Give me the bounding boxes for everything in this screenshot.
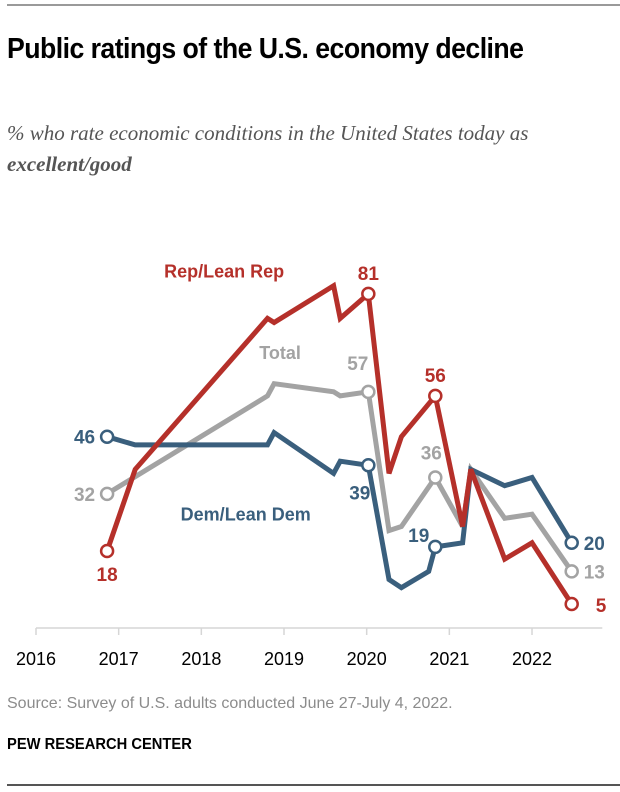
source-note: Source: Survey of U.S. adults conducted … — [7, 695, 453, 712]
data-label-total: 32 — [74, 485, 95, 506]
x-tick-label: 2021 — [429, 649, 469, 669]
series-lines — [104, 281, 574, 606]
series-name-label-dem-lean-dem: Dem/Lean Dem — [181, 504, 311, 524]
data-label-rep-lean-rep: 81 — [358, 264, 380, 285]
x-axis: 2016 2017 2018 2019 2020 2021 2022 — [16, 627, 603, 669]
series-name-label-total: Total — [259, 343, 301, 363]
data-point-total — [428, 470, 443, 485]
data-point-total — [99, 486, 115, 502]
chart-title: Public ratings of the U.S. economy decli… — [7, 33, 524, 65]
x-tick-label: 2018 — [181, 649, 221, 669]
top-rule — [7, 4, 620, 6]
data-label-dem-lean-dem: 19 — [408, 526, 429, 547]
data-label-dem-lean-dem: 46 — [74, 428, 95, 449]
series-markers — [99, 286, 579, 612]
data-point-rep-lean-rep — [99, 543, 115, 559]
data-label-dem-lean-dem: 20 — [584, 534, 605, 555]
data-label-rep-lean-rep: 56 — [425, 366, 446, 387]
data-point-total — [564, 564, 579, 579]
x-tick-label: 2020 — [347, 649, 387, 669]
brand-logo-text: PEW RESEARCH CENTER — [7, 736, 192, 753]
series-name-label-rep-lean-rep: Rep/Lean Rep — [164, 262, 284, 282]
data-label-rep-lean-rep: 5 — [596, 596, 607, 617]
data-label-dem-lean-dem: 39 — [349, 483, 370, 504]
data-label-rep-lean-rep: 18 — [97, 565, 118, 586]
chart-subtitle: % who rate economic conditions in the Un… — [7, 118, 607, 180]
data-point-dem-lean-dem — [564, 535, 579, 551]
bottom-rule — [7, 784, 620, 786]
series-line-dem-lean-dem — [106, 428, 574, 591]
x-tick-label: 2019 — [264, 649, 304, 669]
subtitle-text: % who rate economic conditions in the Un… — [7, 121, 529, 145]
data-point-dem-lean-dem — [99, 429, 115, 444]
x-tick-label: 2016 — [16, 649, 56, 669]
x-tick-label: 2022 — [512, 649, 552, 669]
data-point-rep-lean-rep — [564, 596, 579, 612]
data-label-total: 36 — [421, 444, 442, 465]
data-point-total — [361, 384, 376, 400]
data-label-total: 57 — [347, 354, 368, 375]
data-point-rep-lean-rep — [428, 388, 443, 404]
x-tick-label: 2017 — [99, 649, 139, 669]
data-label-total: 13 — [584, 562, 605, 583]
subtitle-emphasis: excellent/good — [7, 152, 132, 176]
data-point-dem-lean-dem — [361, 458, 376, 473]
data-labels: 18 81 56 5 32 57 36 13 46 39 19 20 Rep/Lean Rep Total… — [74, 262, 607, 617]
series-line-total — [105, 380, 574, 573]
data-point-dem-lean-dem — [428, 539, 443, 555]
series-line-rep-lean-rep — [104, 281, 574, 606]
data-point-rep-lean-rep — [361, 286, 376, 302]
